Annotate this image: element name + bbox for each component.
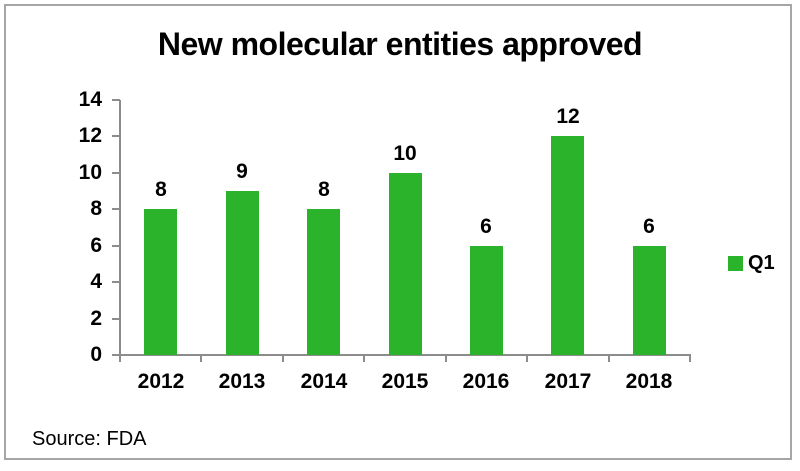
y-axis-tick [112,245,120,247]
y-axis-line [119,100,121,362]
x-axis-tick [119,355,121,362]
y-axis-tick [112,172,120,174]
source-note: Source: FDA [32,428,147,450]
y-axis-tick-label: 2 [90,307,102,330]
x-axis-tick [445,355,447,362]
x-axis-category-label-2013: 2013 [218,370,266,393]
x-axis-category-label-2017: 2017 [544,370,592,393]
x-axis-tick [282,355,284,362]
bar-2013 [226,191,259,355]
legend-swatch-icon [728,256,743,271]
y-axis-tick-label: 8 [90,197,102,220]
chart-title: New molecular entities approved [157,26,643,62]
x-axis-tick [363,355,365,362]
bar-value-label-2016: 6 [480,215,492,238]
x-axis-line [119,354,691,356]
bar-value-label-2018: 6 [643,215,655,238]
y-axis-tick [112,99,120,101]
bar-2015 [389,173,422,355]
legend-label: Q1 [748,252,775,274]
x-axis-tick [200,355,202,362]
y-axis-tick [112,135,120,137]
bar-value-label-2013: 9 [236,160,248,183]
bar-value-label-2017: 12 [556,105,580,128]
x-axis-category-label-2015: 2015 [381,370,429,393]
bar-2012 [144,209,177,355]
x-axis-tick [526,355,528,362]
bar-2017 [551,136,584,355]
x-axis-tick [689,355,691,362]
legend: Q1 [728,252,775,275]
x-axis-category-label-2016: 2016 [462,370,510,393]
y-axis-tick-label: 0 [90,343,102,366]
y-axis-tick [112,208,120,210]
bar-2016 [470,246,503,355]
bar-value-label-2014: 8 [318,178,330,201]
x-axis-category-label-2018: 2018 [625,370,673,393]
bar-2018 [633,246,666,355]
bar-2014 [307,209,340,355]
chart-frame [4,4,792,460]
x-axis-category-label-2014: 2014 [300,370,348,393]
y-axis-tick-label: 12 [78,124,102,147]
y-axis-tick-label: 6 [90,234,102,257]
y-axis-tick-label: 10 [78,161,102,184]
bar-value-label-2015: 10 [393,142,417,165]
x-axis-tick [608,355,610,362]
bar-value-label-2012: 8 [155,178,167,201]
y-axis-tick [112,354,120,356]
y-axis-tick [112,318,120,320]
y-axis-tick [112,281,120,283]
y-axis-tick-label: 14 [78,88,102,111]
x-axis-category-label-2012: 2012 [137,370,185,393]
y-axis-tick-label: 4 [90,270,102,293]
